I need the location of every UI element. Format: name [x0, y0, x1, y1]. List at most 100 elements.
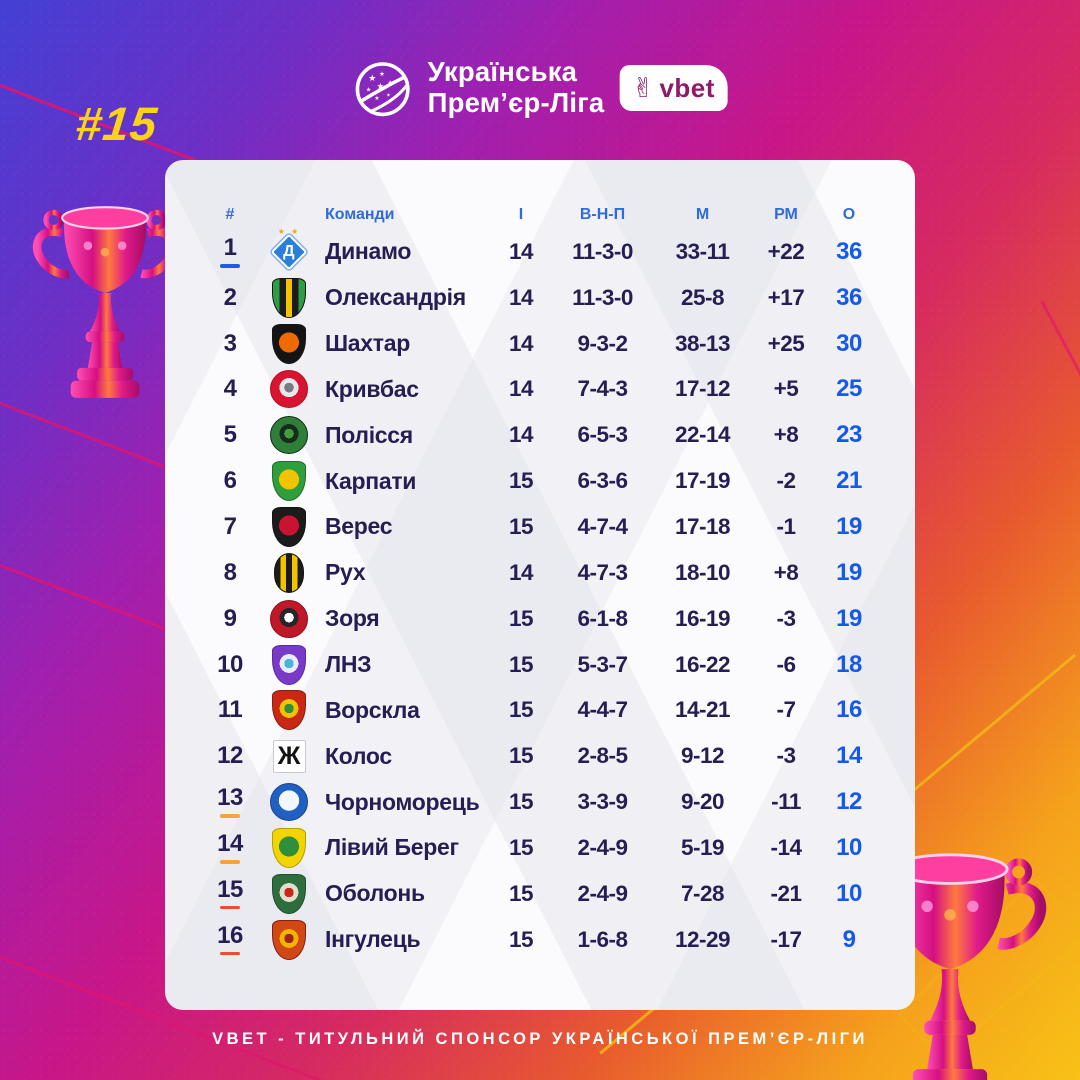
table-header: # Команди І В-Н-П М РМ О	[165, 206, 915, 224]
games-played: 15	[508, 880, 534, 906]
position-number: 6	[223, 467, 237, 495]
position-cell: 7	[199, 512, 261, 540]
team-logo	[261, 871, 317, 917]
team-name: Карпати	[325, 467, 417, 494]
win-draw-loss: 5-3-7	[577, 651, 628, 677]
position-cell: 3	[199, 329, 261, 357]
team-logo-icon	[270, 599, 308, 638]
goal-diff: -6	[776, 651, 796, 677]
position-cell: 1	[199, 236, 261, 268]
position-number: 10	[217, 650, 243, 678]
games-played: 15	[508, 743, 534, 769]
team-name: ЛНЗ	[325, 651, 372, 678]
goal-diff: -3	[776, 605, 796, 631]
games-played: 14	[508, 559, 534, 585]
goal-diff: -11	[771, 789, 801, 815]
col-goals-header: М	[695, 206, 710, 223]
points: 16	[836, 696, 862, 724]
position-number: 15	[217, 875, 243, 903]
games-played: 15	[508, 605, 534, 631]
team-name: Верес	[325, 513, 393, 540]
goals: 16-22	[674, 651, 731, 677]
upl-ball-logo-icon: ★ ★ ★ ★ ★ ★ ★	[355, 62, 410, 117]
position-marker	[220, 814, 240, 818]
points: 30	[836, 329, 862, 357]
position-number: 13	[217, 784, 243, 812]
position-cell: 12	[199, 744, 261, 768]
champion-stars-icon: ★ ★	[277, 227, 301, 236]
goal-diff: +17	[767, 284, 805, 310]
team-name: Інгулець	[325, 926, 421, 953]
goals: 17-18	[674, 513, 731, 539]
team-logo-icon	[270, 783, 308, 822]
games-played: 15	[508, 651, 534, 677]
goals: 18-10	[674, 559, 731, 585]
position-number: 8	[223, 558, 237, 586]
win-draw-loss: 7-4-3	[577, 376, 628, 402]
team-logo	[261, 321, 317, 367]
table-row: 15 Оболонь 15 2-4-9 7-28 -21 10	[165, 871, 915, 917]
col-diff-header: РМ	[774, 206, 798, 223]
goal-diff: -17	[770, 926, 802, 952]
team-logo-icon	[272, 461, 306, 502]
col-points-header: О	[842, 206, 856, 223]
position-marker	[220, 905, 240, 910]
points: 36	[836, 237, 862, 265]
position-cell: 6	[199, 469, 261, 493]
goal-diff: +8	[773, 559, 799, 585]
points: 10	[836, 879, 862, 907]
team-logo	[261, 458, 317, 504]
team-logo-icon	[270, 416, 308, 455]
win-draw-loss: 11-3-0	[572, 284, 633, 310]
team-name: Лівий Берег	[325, 834, 459, 861]
win-draw-loss: 2-4-9	[577, 880, 628, 906]
points: 18	[836, 650, 862, 678]
team-logo-icon	[270, 370, 308, 409]
team-logo: Ж	[261, 733, 317, 779]
win-draw-loss: 9-3-2	[577, 330, 628, 356]
goals: 9-20	[680, 789, 725, 815]
team-logo	[261, 687, 317, 733]
win-draw-loss: 3-3-9	[577, 789, 628, 815]
team-logo	[261, 917, 317, 963]
games-played: 14	[508, 422, 534, 448]
goals: 22-14	[674, 422, 731, 448]
goals: 17-19	[674, 468, 731, 494]
goals: 12-29	[674, 926, 731, 952]
league-title-line2: Прем’єр-Ліга	[427, 87, 605, 118]
games-played: 15	[508, 789, 534, 815]
team-logo-icon: Ж	[272, 739, 306, 773]
table-row: 3 Шахтар 14 9-3-2 38-13 +25 30	[165, 321, 915, 367]
svg-text:★: ★	[368, 73, 376, 83]
position-number: 7	[223, 512, 237, 540]
table-row: 5 Полісся 14 6-5-3 22-14 +8 23	[165, 412, 915, 458]
position-number: 4	[223, 375, 237, 403]
issue-badge: #15	[73, 97, 161, 150]
win-draw-loss: 4-7-3	[577, 559, 628, 585]
goal-diff: +8	[773, 422, 799, 448]
position-cell: 11	[199, 698, 261, 722]
position-cell: 16	[199, 923, 261, 956]
goal-diff: -1	[776, 513, 796, 539]
win-draw-loss: 1-6-8	[577, 926, 628, 952]
trophy-right-image	[853, 853, 1047, 1080]
svg-text:★: ★	[374, 95, 379, 102]
table-row: 9 Зоря 15 6-1-8 16-19 -3 19	[165, 596, 915, 642]
games-played: 15	[508, 697, 534, 723]
games-played: 14	[508, 238, 534, 264]
team-logo-icon	[272, 690, 306, 731]
goals: 9-12	[680, 743, 725, 769]
team-logo	[261, 275, 317, 321]
table-row: 12 Ж Колос 15 2-8-5 9-12 -3 14	[165, 733, 915, 779]
header: ★ ★ ★ ★ ★ ★ ★ Українська Прем’єр-Ліга ✌ …	[353, 44, 728, 132]
position-number: 11	[217, 696, 243, 724]
table-row: 4 Кривбас 14 7-4-3 17-12 +5 25	[165, 367, 915, 413]
goal-diff: -2	[776, 468, 796, 494]
points: 23	[836, 421, 862, 449]
points: 25	[836, 375, 862, 403]
col-pos-header: #	[225, 206, 235, 223]
position-number: 3	[223, 329, 237, 357]
victory-hand-icon: ✌	[631, 72, 655, 103]
team-name: Оболонь	[325, 880, 425, 907]
team-logo	[261, 412, 317, 458]
